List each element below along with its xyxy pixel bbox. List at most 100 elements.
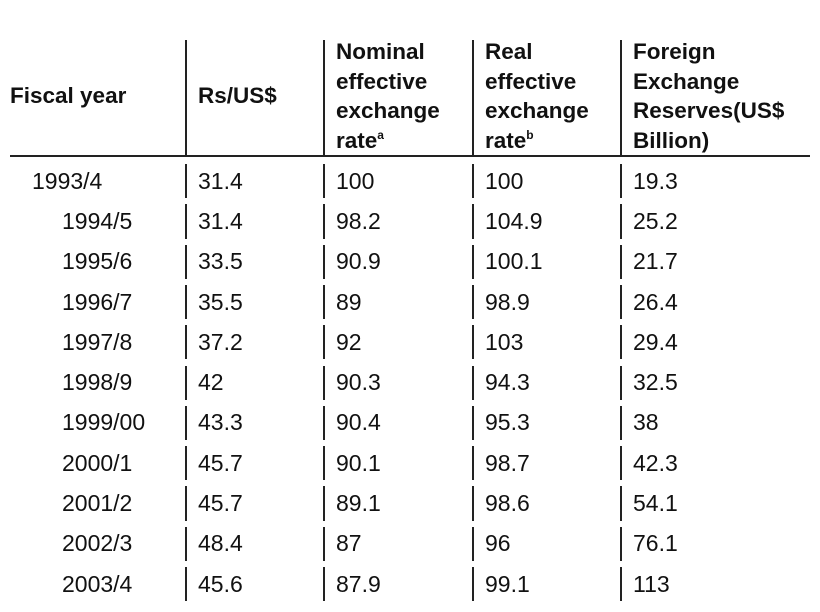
column-rule [323,325,325,360]
cell-text: 76.1 [633,530,678,557]
header-line: Real [485,37,620,67]
table-cell: 45.7 [185,483,323,523]
table-cell: 98.9 [472,282,620,322]
table-cell: 90.4 [323,403,472,443]
table-cell: 90.3 [323,363,472,403]
header-text: Reserves(US$ [633,98,785,123]
column-rule [472,405,474,441]
table-cell: 48.4 [185,524,323,564]
column-rule [620,446,622,481]
header-text: exchange [485,98,589,123]
table-cell: 43.3 [185,403,323,443]
column-rule [620,284,622,320]
column-rule [323,284,325,320]
table-cell: 42 [185,363,323,403]
column-rule [323,567,325,602]
cell-text: 31.4 [198,167,243,194]
cell-text: 1998/9 [62,369,133,396]
table-cell: 1993/4 [0,161,185,201]
header-line: Nominal [336,37,472,67]
table-cell: 1997/8 [0,322,185,362]
column-rule [185,405,187,441]
cell-text: 98.6 [485,490,530,517]
table-cell: 45.6 [185,564,323,604]
cell-text: 38 [633,409,659,436]
column-rule [323,244,325,279]
cell-text: 54.1 [633,490,678,517]
column-rule [620,486,622,521]
table-cell: 2003/4 [0,564,185,604]
column-rule [323,405,325,441]
table-cell: 1998/9 [0,363,185,403]
table-cell: 1999/00 [0,403,185,443]
table-cell: 1995/6 [0,242,185,282]
cell-text: 45.7 [198,490,243,517]
column-rule [185,567,187,602]
cell-text: 48.4 [198,530,243,557]
column-rule [620,365,622,400]
table-cell: 95.3 [472,403,620,443]
column-rule [472,325,474,360]
header-text: Rs/US$ [198,83,277,109]
cell-text: 42.3 [633,449,678,476]
table-cell: 29.4 [620,322,820,362]
column-rule [472,365,474,400]
cell-text: 42 [198,369,224,396]
column-rule [620,405,622,441]
column-rule [472,40,474,155]
header-text: Foreign [633,39,716,64]
cell-text: 1993/4 [32,167,103,194]
cell-text: 2000/1 [62,449,133,476]
table-cell: 113 [620,564,820,604]
column-rule [185,325,187,360]
column-rule [620,204,622,239]
table-cell: 35.5 [185,282,323,322]
table-cell: 21.7 [620,242,820,282]
cell-text: 100.1 [485,248,543,275]
column-rule [323,486,325,521]
column-rule [620,526,622,561]
table-cell: 42.3 [620,443,820,483]
table-cell: 99.1 [472,564,620,604]
table-cell: 89.1 [323,483,472,523]
header-cell: Foreign Exchange Reserves(US$ Billion) [620,37,820,155]
cell-text: 29.4 [633,328,678,355]
header-text: Exchange [633,68,740,94]
table-cell: 54.1 [620,483,820,523]
cell-text: 103 [485,328,524,355]
column-rule [472,284,474,320]
cell-text: 99.1 [485,570,530,597]
header-text: effective [336,68,428,94]
column-rule [323,164,325,199]
footnote-mark: a [377,127,384,142]
header-line: exchange [336,96,472,126]
header-line: effective [336,67,472,97]
table-cell: 37.2 [185,322,323,362]
table-cell: 96 [472,524,620,564]
table-cell: 100 [323,161,472,201]
column-rule [620,244,622,279]
cell-text: 2002/3 [62,530,133,557]
table-cell: 98.6 [472,483,620,523]
cell-text: 98.7 [485,449,530,476]
cell-text: 1995/6 [62,248,133,275]
header-text: exchange [336,98,440,123]
cell-text: 95.3 [485,409,530,436]
header-line: Exchange [633,67,820,97]
header-cell: Rs/US$ [185,37,323,155]
table-cell: 32.5 [620,363,820,403]
cell-text: 21.7 [633,248,678,275]
cell-text: 1996/7 [62,288,133,315]
column-rule [185,284,187,320]
cell-text: 87.9 [336,570,381,597]
header-text: Nominal [336,39,425,64]
cell-text: 32.5 [633,369,678,396]
header-text: Billion) [633,127,710,153]
cell-text: 94.3 [485,369,530,396]
table-cell: 98.2 [323,201,472,241]
cell-text: 89.1 [336,490,381,517]
table-cell: 100.1 [472,242,620,282]
table-cell: 87 [323,524,472,564]
header-line: Foreign [633,37,820,67]
table-cell: 31.4 [185,161,323,201]
